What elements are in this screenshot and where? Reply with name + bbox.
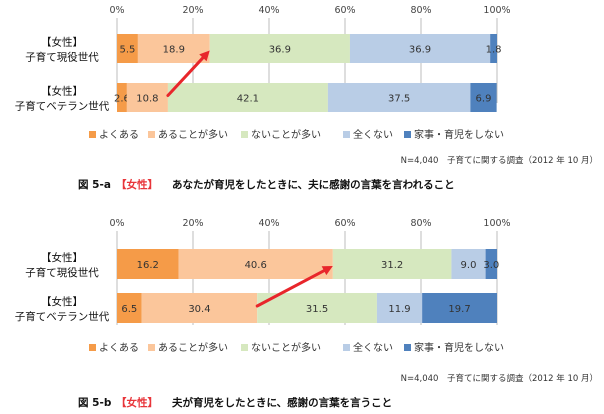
bar-segment [117, 83, 127, 112]
bar-segment [376, 293, 423, 323]
legend-swatch [148, 131, 155, 138]
bar-segment [422, 293, 497, 323]
x-tick-label: 0% [109, 5, 124, 16]
x-tick-label: 80% [410, 5, 431, 16]
trend-arrow [255, 269, 326, 308]
x-tick-label: 60% [334, 218, 355, 229]
data-label: 16.2 [137, 260, 159, 271]
legend-swatch [404, 131, 411, 138]
source-note: N=4,040 子育てに関する調査（2012 年 10 月） [401, 155, 598, 166]
legend-swatch [404, 344, 411, 351]
source-note: N=4,040 子育てに関する調査（2012 年 10 月） [401, 373, 598, 384]
data-label: 36.9 [269, 45, 291, 56]
x-tick-label: 40% [258, 218, 279, 229]
legend-label: 家事・育児をしない [414, 341, 504, 354]
x-tick-label: 60% [334, 5, 355, 16]
figure-number: 図 5-b [78, 397, 112, 409]
category-label: 子育てベテラン世代 [15, 310, 110, 323]
legend-label: 家事・育児をしない [414, 128, 504, 141]
figure-number: 図 5-a [78, 179, 111, 191]
figure-tag: 【女性】 [116, 396, 158, 409]
legend-label: 全くない [353, 128, 393, 141]
trend-arrow-head [199, 50, 210, 62]
bar-segment [167, 83, 328, 112]
data-label: 1.8 [486, 45, 502, 56]
data-label: 6.5 [121, 304, 137, 315]
bar-segment [117, 34, 138, 63]
figure-caption: あなたが育児をしたときに、夫に感謝の言葉を言われること [172, 178, 455, 191]
bar-segment [332, 249, 452, 279]
bar-segment [327, 83, 471, 112]
data-label: 18.9 [163, 45, 185, 56]
data-label: 11.9 [388, 304, 410, 315]
bar-segment [209, 34, 350, 63]
data-label: 9.0 [461, 260, 477, 271]
bar-segment [117, 249, 179, 279]
data-label: 2.6 [114, 94, 130, 105]
legend-swatch [89, 131, 96, 138]
category-label: 子育て現役世代 [25, 266, 99, 279]
category-label-tag: 【女性】 [41, 295, 83, 308]
legend-label: ないことが多い [251, 341, 321, 354]
legend-label: ないことが多い [251, 128, 321, 141]
figure-tag: 【女性】 [116, 178, 158, 191]
data-label: 30.4 [188, 304, 210, 315]
data-label: 31.5 [306, 304, 328, 315]
bar-segment [141, 293, 258, 323]
data-label: 37.5 [388, 94, 410, 105]
x-tick-label: 80% [410, 218, 431, 229]
x-tick-label: 100% [483, 5, 510, 16]
bar-segment [137, 34, 210, 63]
bar-segment [117, 293, 142, 323]
data-label: 19.7 [448, 304, 470, 315]
bar-segment [257, 293, 377, 323]
x-tick-label: 100% [483, 218, 510, 229]
data-label: 31.2 [381, 260, 403, 271]
category-label-tag: 【女性】 [41, 251, 83, 264]
legend-swatch [343, 344, 350, 351]
bar-segment [349, 34, 491, 63]
bar-segment [490, 34, 497, 63]
legend-swatch [343, 131, 350, 138]
trend-arrow [166, 56, 205, 97]
x-tick-label: 20% [182, 5, 203, 16]
data-label: 40.6 [245, 260, 267, 271]
legend-label: 全くない [353, 341, 393, 354]
bar-segment [126, 83, 168, 112]
trend-arrow-head [321, 266, 333, 276]
data-label: 36.9 [409, 45, 431, 56]
legend-swatch [148, 344, 155, 351]
legend-label: よくある [99, 342, 139, 354]
bar-segment [451, 249, 486, 279]
x-tick-label: 0% [109, 218, 124, 229]
legend-swatch [241, 131, 248, 138]
data-label: 42.1 [237, 94, 259, 105]
category-label-tag: 【女性】 [41, 85, 83, 98]
bar-segment [485, 249, 497, 279]
legend-label: あることが多い [158, 341, 228, 354]
x-tick-label: 20% [182, 218, 203, 229]
x-tick-label: 40% [258, 5, 279, 16]
legend-swatch [89, 344, 96, 351]
category-label: 子育て現役世代 [25, 51, 99, 64]
figure-caption: 夫が育児をしたときに、感謝の言葉を言うこと [172, 396, 392, 409]
data-label: 3.0 [483, 260, 499, 271]
data-label: 6.9 [476, 94, 492, 105]
legend-swatch [241, 344, 248, 351]
category-label-tag: 【女性】 [41, 36, 83, 49]
category-label: 子育てベテラン世代 [15, 100, 110, 113]
legend-label: あることが多い [158, 128, 228, 141]
bar-segment [470, 83, 497, 112]
legend-label: よくある [99, 129, 139, 141]
data-label: 10.8 [136, 94, 158, 105]
data-label: 5.5 [119, 45, 135, 56]
bar-segment [178, 249, 333, 279]
